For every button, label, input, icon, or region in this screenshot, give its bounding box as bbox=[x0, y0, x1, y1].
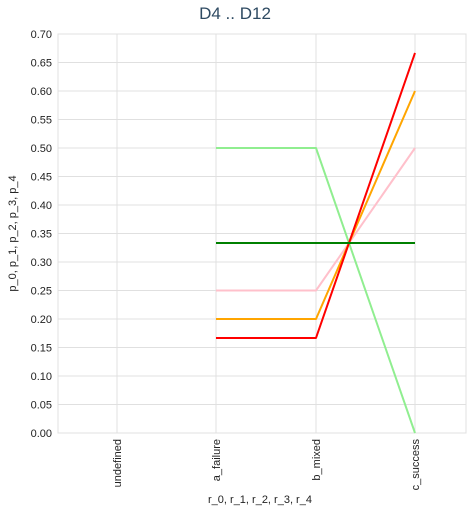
y-tick-label: 0.15 bbox=[31, 343, 52, 355]
y-tick-label: 0.10 bbox=[31, 371, 52, 383]
y-tick-label: 0.70 bbox=[31, 29, 52, 41]
series-line bbox=[216, 52, 416, 339]
series-line bbox=[216, 147, 416, 292]
y-tick-label: 0.40 bbox=[31, 200, 52, 212]
y-tick-label: 0.65 bbox=[31, 58, 52, 70]
y-tick-label: 0.30 bbox=[31, 257, 52, 269]
x-axis-label: r_0, r_1, r_2, r_3, r_4 bbox=[208, 494, 312, 506]
y-tick-label: 0.25 bbox=[31, 286, 52, 298]
y-tick-label: 0.55 bbox=[31, 115, 52, 127]
x-tick-label: b_mixed bbox=[311, 439, 323, 481]
y-tick-label: 0.45 bbox=[31, 172, 52, 184]
y-tick-label: 0.50 bbox=[31, 143, 52, 155]
y-tick-label: 0.05 bbox=[31, 400, 52, 412]
plot-frame bbox=[57, 33, 467, 434]
x-tick-label: c_success bbox=[410, 439, 422, 491]
y-tick-label: 0.35 bbox=[31, 229, 52, 241]
y-axis-label: p_0, p_1, p_2, p_3, p_4 bbox=[7, 175, 19, 291]
y-tick-label: 0.00 bbox=[31, 428, 52, 440]
x-tick-label: a_failure bbox=[211, 439, 223, 481]
x-tick-label: undefined bbox=[112, 439, 124, 487]
series-line bbox=[216, 147, 416, 434]
chart-title: D4 .. D12 bbox=[199, 4, 271, 23]
y-tick-label: 0.60 bbox=[31, 86, 52, 98]
y-tick-label: 0.20 bbox=[31, 314, 52, 326]
series-line bbox=[216, 90, 416, 320]
